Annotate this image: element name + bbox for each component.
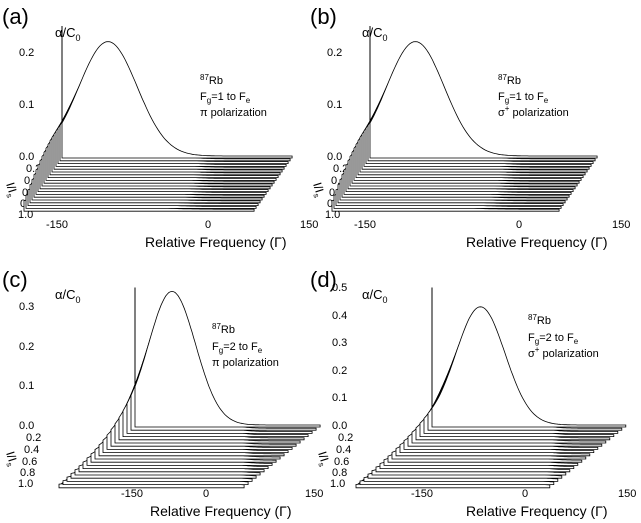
x-tick-label: -150 [354, 219, 376, 231]
curves [331, 26, 598, 212]
y-tick-label: 0.5 [332, 282, 347, 294]
y-axis-label: α/C0 [362, 287, 388, 305]
x-tick-label: 150 [618, 488, 636, 500]
curves [23, 26, 293, 212]
series-line [431, 306, 627, 428]
y-tick-label: 0.1 [327, 99, 342, 111]
annotation-isotope: 87Rb [528, 313, 551, 327]
x-tick-label: -150 [121, 488, 143, 500]
z-ticks: 0.2 0.4 0.6 0.8 1.0 [330, 432, 353, 490]
y-tick-label: 0.0 [327, 151, 342, 163]
z-ticks: 0.2 0.4 0.6 0.8 1.0 [18, 432, 41, 490]
z-axis-label: I/Is [308, 181, 328, 199]
x-ticks: -150 0 150 [46, 219, 318, 231]
y-axis-label: α/C0 [55, 25, 81, 43]
x-tick-label: -150 [46, 219, 68, 231]
annotation-isotope: 87Rb [212, 322, 235, 336]
y-tick-label: 0.2 [19, 47, 34, 59]
z-tick-label: 0.4 [24, 444, 39, 456]
x-ticks: -150 0 150 [121, 488, 323, 500]
z-tick-label: 0.8 [20, 467, 35, 479]
x-tick-label: 0 [205, 219, 211, 231]
y-ticks: 0.0 0.1 0.2 [19, 47, 34, 163]
panel-label: (b) [310, 4, 337, 29]
panel-a: (a) α/C0 0.0 0.1 0.2 0.2 0.4 0.6 0.8 1.0… [1, 4, 318, 250]
x-axis-label: Relative Frequency (Γ) [150, 503, 292, 519]
series-line [61, 41, 293, 159]
x-tick-label: 150 [612, 219, 630, 231]
y-tick-label: 0.2 [19, 341, 34, 353]
y-axis-label: α/C0 [55, 287, 81, 305]
x-tick-label: 150 [305, 488, 323, 500]
z-axis-label: I/Is [313, 450, 333, 468]
z-tick-label: 1.0 [18, 478, 33, 490]
z-tick-label: 0.6 [22, 456, 37, 468]
x-tick-label: 0 [522, 488, 528, 500]
annotation-polarization: σ+ polarization [528, 345, 599, 360]
y-axis-label: α/C0 [362, 25, 388, 43]
curves [355, 287, 627, 489]
panel-label: (a) [2, 4, 29, 29]
annotation-polarization: π polarization [212, 357, 279, 369]
series-line [134, 290, 321, 428]
panel-c: (c) α/C0 0.0 0.1 0.2 0.3 0.2 0.4 0.6 0.8… [1, 267, 323, 519]
annotation-transition: Fg=2 to Fe [212, 341, 263, 355]
panel-d: (d) α/C0 0.0 0.1 0.2 0.3 0.4 0.5 0.2 0.4… [310, 267, 636, 519]
annotation-isotope: 87Rb [200, 73, 223, 87]
annotation-transition: Fg=1 to Fe [498, 91, 549, 105]
panel-label: (c) [2, 267, 28, 292]
x-tick-label: 0 [203, 488, 209, 500]
z-tick-label: 1.0 [325, 209, 340, 221]
annotation-polarization: σ+ polarization [498, 104, 569, 119]
x-ticks: -150 0 150 [411, 488, 636, 500]
z-tick-label: 0.8 [332, 467, 347, 479]
z-tick-label: 0.2 [338, 432, 353, 444]
x-ticks: -150 0 150 [354, 219, 630, 231]
y-tick-label: 0.1 [332, 392, 347, 404]
annotation-transition: Fg=1 to Fe [200, 91, 251, 105]
x-axis-label: Relative Frequency (Γ) [466, 234, 608, 250]
y-tick-label: 0.3 [332, 337, 347, 349]
z-tick-label: 0.6 [334, 456, 349, 468]
annotation: 87Rb Fg=2 to Fe π polarization [212, 322, 279, 369]
y-ticks: 0.0 0.1 0.2 [327, 47, 342, 163]
y-tick-label: 0.2 [327, 47, 342, 59]
y-tick-label: 0.0 [19, 151, 34, 163]
y-tick-label: 0.0 [19, 420, 34, 432]
y-ticks: 0.0 0.1 0.2 0.3 0.4 0.5 [332, 282, 347, 432]
y-tick-label: 0.1 [19, 99, 34, 111]
z-tick-label: 1.0 [330, 478, 345, 490]
x-axis-label: Relative Frequency (Γ) [466, 503, 608, 519]
panel-label: (d) [310, 267, 337, 292]
x-tick-label: 150 [300, 219, 318, 231]
panel-b: (b) α/C0 0.0 0.1 0.2 0.2 0.4 0.6 0.8 1.0… [308, 4, 630, 250]
annotation-polarization: π polarization [200, 107, 267, 119]
curves [58, 287, 321, 489]
z-tick-label: 1.0 [18, 209, 33, 221]
x-axis-label: Relative Frequency (Γ) [145, 234, 287, 250]
z-axis-label: I/Is [1, 181, 21, 199]
annotation: 87Rb Fg=1 to Fe σ+ polarization [498, 73, 569, 119]
x-tick-label: 0 [516, 219, 522, 231]
y-tick-label: 0.2 [332, 365, 347, 377]
z-axis-label: I/Is [1, 450, 21, 468]
annotation-isotope: 87Rb [498, 73, 521, 87]
y-ticks: 0.0 0.1 0.2 0.3 [19, 301, 34, 432]
y-tick-label: 0.0 [332, 420, 347, 432]
y-tick-label: 0.4 [332, 310, 347, 322]
y-tick-label: 0.3 [19, 301, 34, 313]
series-line [369, 41, 598, 159]
annotation-transition: Fg=2 to Fe [528, 332, 579, 346]
annotation: 87Rb Fg=2 to Fe σ+ polarization [528, 313, 599, 360]
annotation: 87Rb Fg=1 to Fe π polarization [200, 73, 267, 119]
z-tick-label: 0.4 [336, 444, 351, 456]
x-tick-label: -150 [411, 488, 433, 500]
y-tick-label: 0.1 [19, 380, 34, 392]
z-tick-label: 0.2 [26, 432, 41, 444]
